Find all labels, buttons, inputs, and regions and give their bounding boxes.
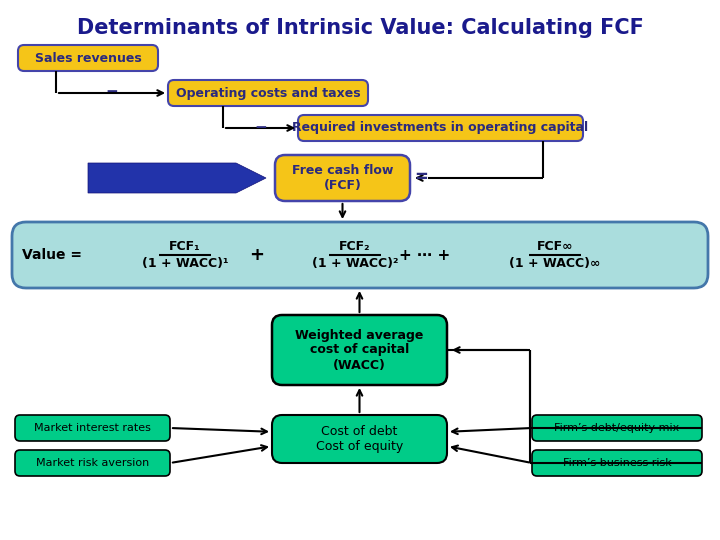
FancyBboxPatch shape <box>275 155 410 201</box>
FancyBboxPatch shape <box>168 80 368 106</box>
Text: Free cash flow
(FCF): Free cash flow (FCF) <box>292 164 393 192</box>
Text: Value =: Value = <box>22 248 87 262</box>
Text: Required investments in operating capital: Required investments in operating capita… <box>292 122 588 134</box>
Text: (1 + WACC)∞: (1 + WACC)∞ <box>509 258 600 271</box>
Text: Firm’s debt/equity mix: Firm’s debt/equity mix <box>554 423 680 433</box>
Text: + ⋯ +: + ⋯ + <box>400 247 451 262</box>
FancyArrow shape <box>88 163 266 193</box>
Text: Weighted average
cost of capital
(WACC): Weighted average cost of capital (WACC) <box>295 328 423 372</box>
Text: =: = <box>414 168 428 186</box>
Text: Operating costs and taxes: Operating costs and taxes <box>176 86 360 99</box>
FancyBboxPatch shape <box>532 450 702 476</box>
FancyBboxPatch shape <box>272 415 447 463</box>
Text: Market risk aversion: Market risk aversion <box>36 458 149 468</box>
Text: Sales revenues: Sales revenues <box>35 51 141 64</box>
Text: +: + <box>250 246 264 264</box>
FancyBboxPatch shape <box>15 415 170 441</box>
Text: −: − <box>106 84 118 99</box>
FancyBboxPatch shape <box>12 222 708 288</box>
Text: Firm’s business risk: Firm’s business risk <box>562 458 671 468</box>
Text: (1 + WACC)¹: (1 + WACC)¹ <box>142 258 228 271</box>
Text: Determinants of Intrinsic Value: Calculating FCF: Determinants of Intrinsic Value: Calcula… <box>76 18 644 38</box>
FancyBboxPatch shape <box>298 115 583 141</box>
FancyBboxPatch shape <box>532 415 702 441</box>
FancyBboxPatch shape <box>18 45 158 71</box>
Text: −: − <box>254 119 267 134</box>
Text: Cost of debt
Cost of equity: Cost of debt Cost of equity <box>316 425 403 453</box>
Text: FCF₁: FCF₁ <box>169 240 201 253</box>
FancyBboxPatch shape <box>15 450 170 476</box>
Text: FCF₂: FCF₂ <box>339 240 371 253</box>
Text: FCF∞: FCF∞ <box>536 240 573 253</box>
Text: (1 + WACC)²: (1 + WACC)² <box>312 258 398 271</box>
Text: Market interest rates: Market interest rates <box>34 423 151 433</box>
FancyBboxPatch shape <box>272 315 447 385</box>
